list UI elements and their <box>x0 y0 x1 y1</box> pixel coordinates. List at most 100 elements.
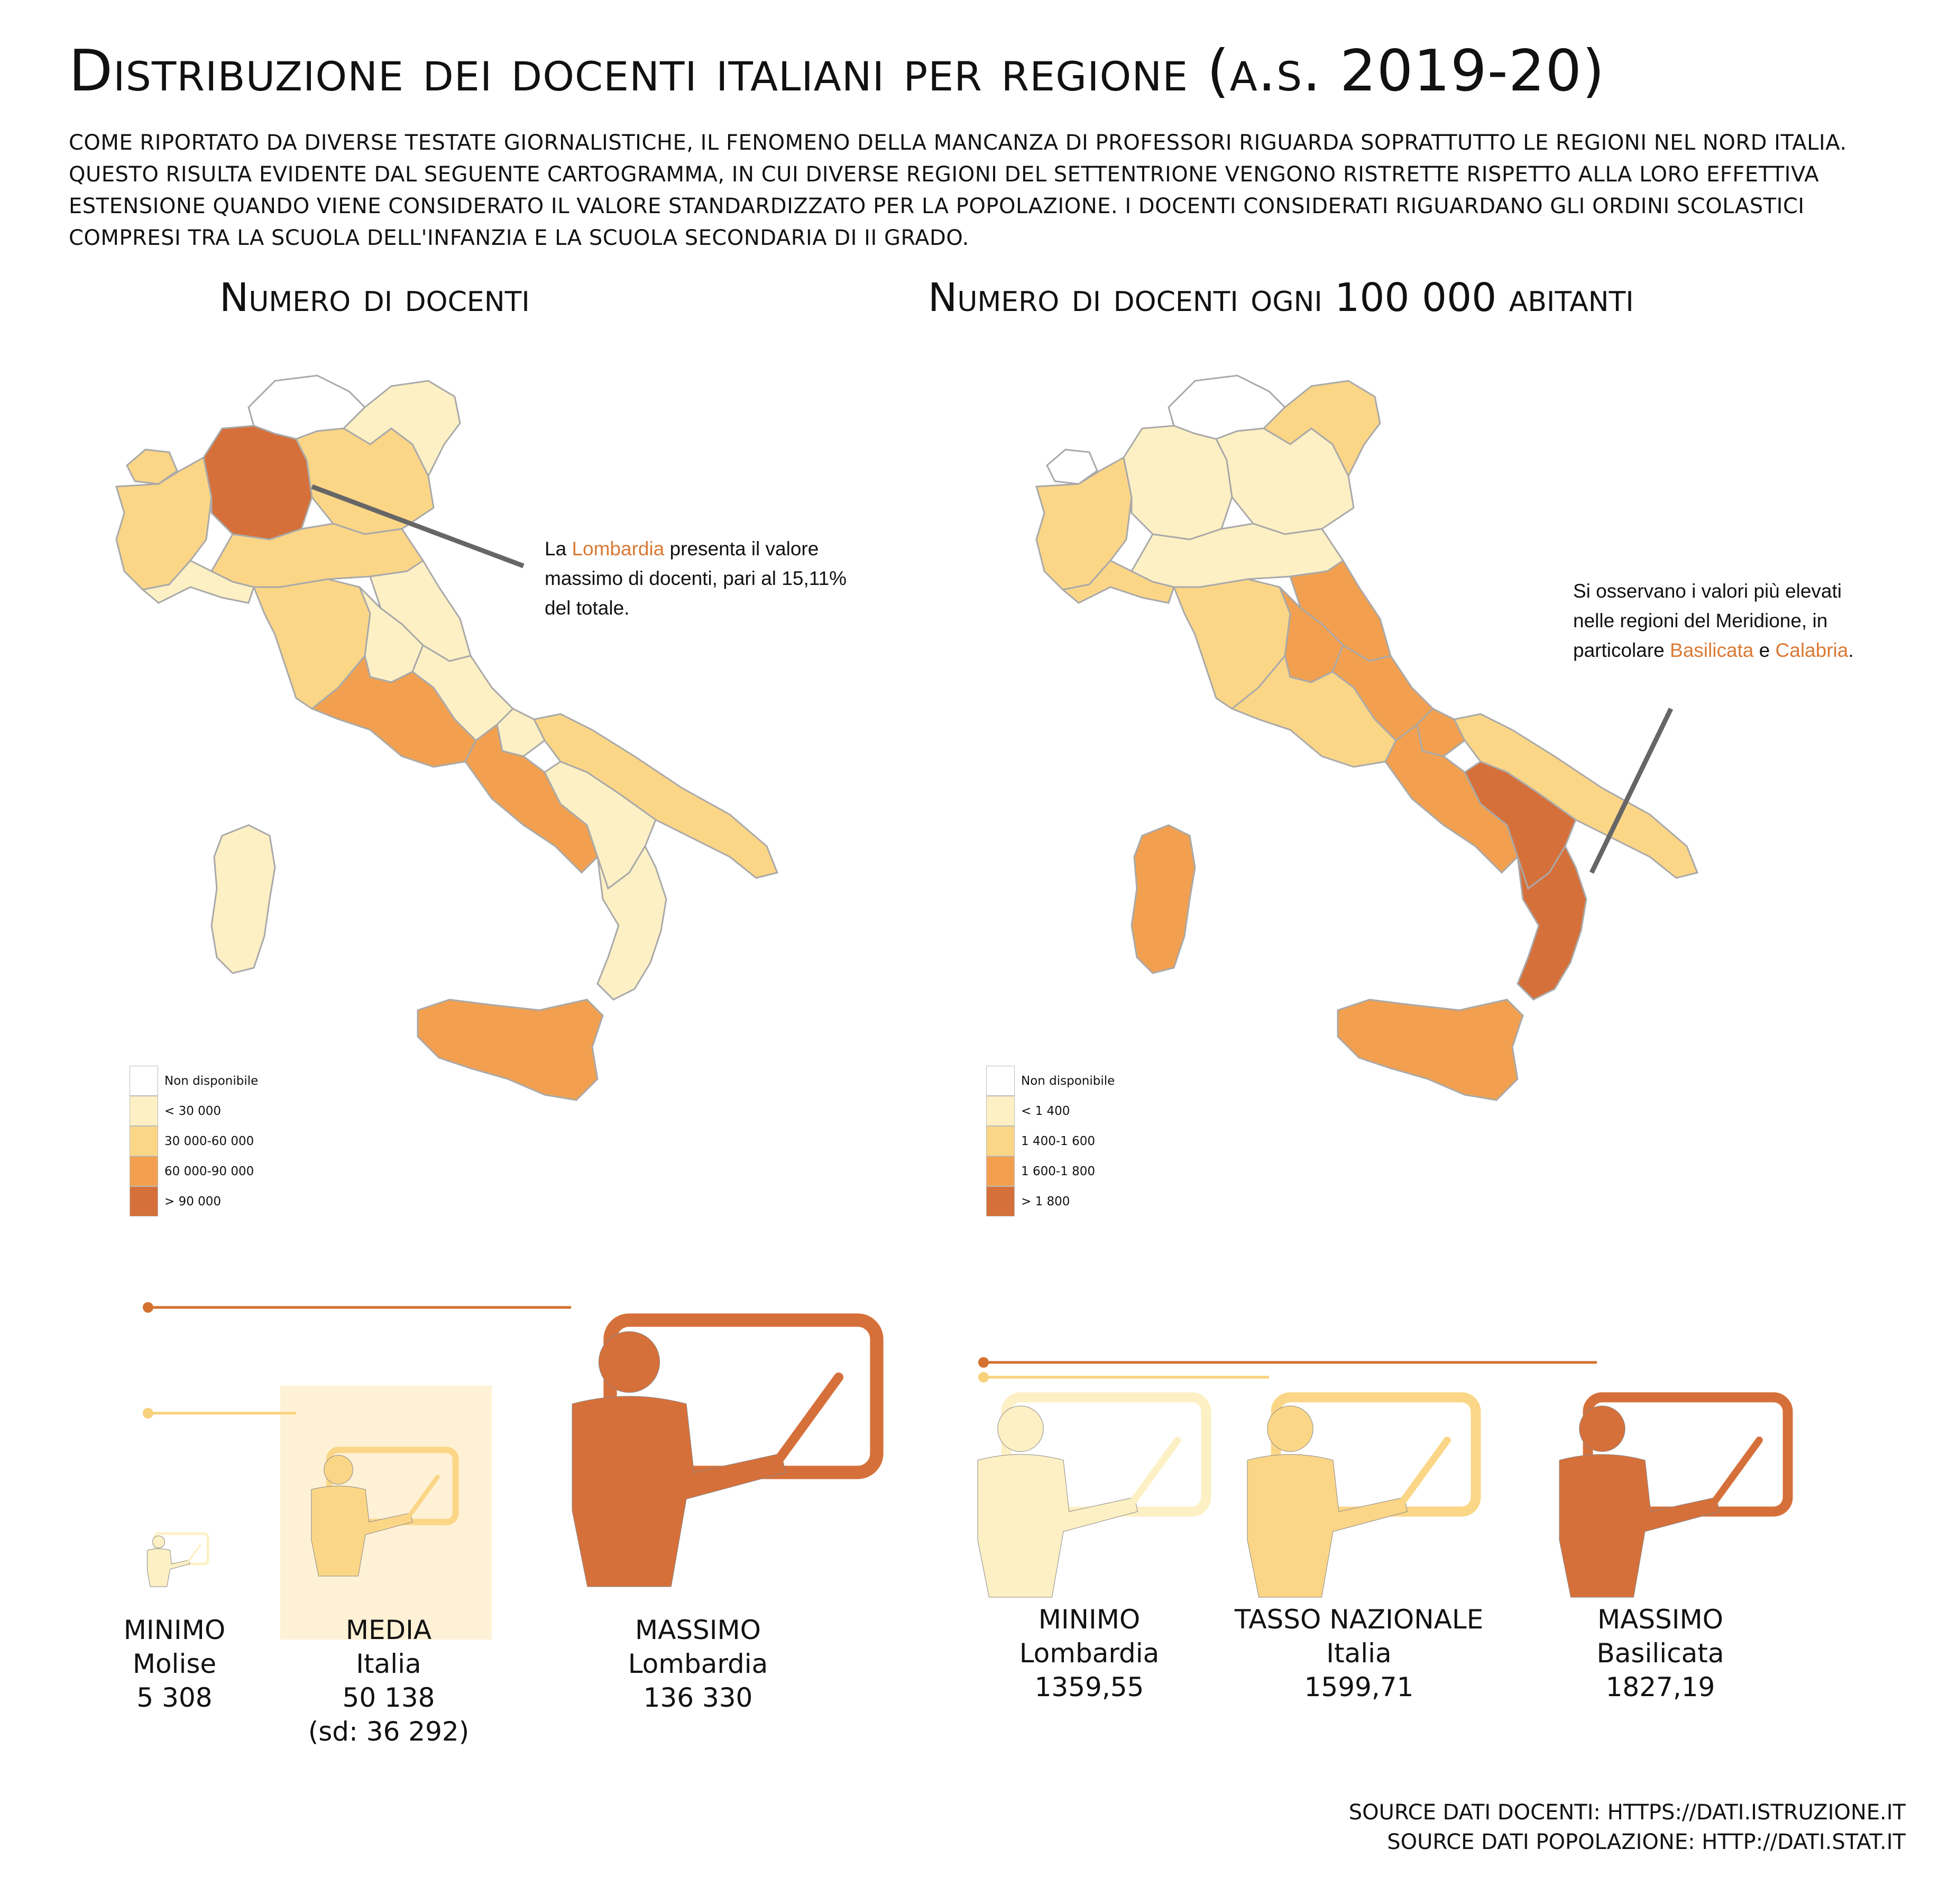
callout-meridione: Si osservano i valori più elevati nelle … <box>1573 576 1869 665</box>
stat-value: 50 138 <box>342 1682 435 1713</box>
pointer-icon <box>1398 1436 1451 1507</box>
legend-item: < 1 400 <box>986 1096 1155 1126</box>
teacher-icon-tasso-nazionale <box>1247 1392 1481 1598</box>
source-docenti: Source dati docenti: https://dati.istruz… <box>1348 1800 1906 1825</box>
legend-item: 60 000-90 000 <box>130 1156 299 1186</box>
pointer-icon <box>187 1544 201 1563</box>
legend-label: 60 000-90 000 <box>164 1164 254 1178</box>
teacher-head-icon <box>324 1455 353 1485</box>
legend-item: Non disponibile <box>130 1066 299 1096</box>
teacher-head-icon <box>152 1535 165 1549</box>
legend-item: 1 600-1 800 <box>986 1156 1155 1186</box>
teacher-head-icon <box>1267 1405 1313 1452</box>
stat-min-left: Minimo Molise 5 308 <box>90 1613 259 1715</box>
stat-place: Basilicata <box>1596 1638 1724 1669</box>
stat-national-right: Tasso nazionale Italia 1599,71 <box>1216 1603 1502 1704</box>
teacher-icon-minimo <box>146 1532 209 1587</box>
legend-swatch <box>986 1066 1015 1096</box>
legend-label: < 30 000 <box>164 1104 222 1118</box>
region-friuli <box>1262 380 1381 478</box>
stat-place: Lombardia <box>1019 1638 1160 1669</box>
callout-highlight: Lombardia <box>572 538 665 560</box>
teacher-body-icon <box>1559 1454 1720 1598</box>
callout-text: La <box>545 538 572 560</box>
intro-text: Come riportato da diverse testate giorna… <box>69 131 1847 250</box>
teacher-body-icon <box>977 1454 1138 1598</box>
region-lombardia <box>203 425 313 541</box>
teacher-icon-massimo <box>572 1313 884 1587</box>
teacher-body-icon <box>311 1486 413 1577</box>
legend-label: > 1 800 <box>1021 1194 1070 1209</box>
legend-item: 30 000-60 000 <box>130 1126 299 1156</box>
legend-swatch <box>130 1156 158 1186</box>
region-friuli <box>342 380 461 478</box>
callout-highlight-calabria: Calabria <box>1775 639 1849 661</box>
legend-item: > 90 000 <box>130 1186 299 1216</box>
stat-place: Lombardia <box>628 1649 768 1679</box>
stat-kind: Massimo <box>635 1615 761 1645</box>
legend-swatch <box>130 1186 158 1216</box>
stat-kind: Media <box>345 1615 432 1645</box>
teacher-head-icon <box>997 1405 1044 1452</box>
legend-swatch <box>130 1126 158 1156</box>
legend-swatch <box>986 1126 1015 1156</box>
stat-place: Italia <box>1326 1638 1392 1669</box>
stat-value: 5 308 <box>136 1682 213 1713</box>
callout-leader-line <box>311 484 525 569</box>
legend-label: 30 000-60 000 <box>164 1134 254 1148</box>
region-lombardia <box>1123 425 1233 541</box>
callout-highlight-basilicata: Basilicata <box>1670 639 1754 661</box>
teacher-icon-massimo <box>1559 1392 1793 1598</box>
page-title: Distribuzione dei docenti italiani per r… <box>69 38 1605 104</box>
legend-item: Non disponibile <box>986 1066 1155 1096</box>
map-title-left: Numero di docenti <box>219 275 530 321</box>
stat-place: Molise <box>132 1649 217 1679</box>
pointer-icon <box>773 1372 843 1466</box>
teacher-icon-media <box>311 1447 459 1577</box>
leader-lines <box>143 1302 571 1640</box>
map-regions <box>1035 374 1699 1101</box>
legend-swatch <box>130 1066 158 1096</box>
stat-value: 1599,71 <box>1304 1672 1414 1702</box>
legend-swatch <box>986 1186 1015 1216</box>
legend-label: Non disponibile <box>164 1074 259 1088</box>
legend-docenti-per-abitanti: Non disponibile < 1 400 1 400-1 600 1 600-1… <box>986 1066 1155 1216</box>
stat-value: 1827,19 <box>1605 1672 1715 1702</box>
teacher-icon-minimo <box>977 1392 1211 1598</box>
pointer-icon <box>1710 1436 1763 1507</box>
legend-label: > 90 000 <box>164 1194 222 1209</box>
callout-text-mid: e <box>1753 639 1776 661</box>
legend-label: Non disponibile <box>1021 1074 1115 1088</box>
legend-swatch <box>986 1156 1015 1186</box>
map-docenti <box>115 374 779 1101</box>
stat-kind: Tasso nazionale <box>1234 1604 1484 1635</box>
region-valle <box>1046 448 1098 485</box>
teacher-body-icon <box>1247 1454 1408 1598</box>
callout-lombardia: La Lombardia presenta il valore massimo … <box>545 534 862 623</box>
pointer-icon <box>406 1475 440 1519</box>
stat-place: Italia <box>356 1649 421 1679</box>
region-calabria <box>596 844 667 1001</box>
legend-item: > 1 800 <box>986 1186 1155 1216</box>
map-regions <box>115 374 779 1101</box>
legend-item: < 30 000 <box>130 1096 299 1126</box>
callout-text-end: presenta il valore massimo di docenti, p… <box>545 538 847 619</box>
region-valle <box>126 448 178 485</box>
source-popolazione: Source dati popolazione: http://dati.sta… <box>1387 1830 1906 1854</box>
teacher-icons-right <box>977 1357 1793 1598</box>
region-calabria <box>1517 844 1587 1001</box>
stat-value: 136 330 <box>643 1682 753 1713</box>
legend-swatch <box>130 1096 158 1126</box>
max-leader-dot <box>143 1302 153 1313</box>
teacher-icons-left <box>143 1302 884 1640</box>
stat-min-right: Minimo Lombardia 1359,55 <box>984 1603 1195 1704</box>
stat-max-left: Massimo Lombardia 136 330 <box>587 1613 809 1715</box>
stat-kind: Minimo <box>123 1615 226 1645</box>
legend-docenti: Non disponibile < 30 000 30 000-60 000 60 0… <box>130 1066 299 1216</box>
min-leader-dot <box>978 1372 989 1383</box>
stat-max-right: Massimo Basilicata 1827,19 <box>1555 1603 1766 1704</box>
callout-text-end: . <box>1848 639 1854 661</box>
mean-leader-dot <box>143 1408 153 1418</box>
teacher-body-icon <box>572 1396 786 1587</box>
callout-text: Si osservano i valori più elevati nelle … <box>1573 580 1842 661</box>
